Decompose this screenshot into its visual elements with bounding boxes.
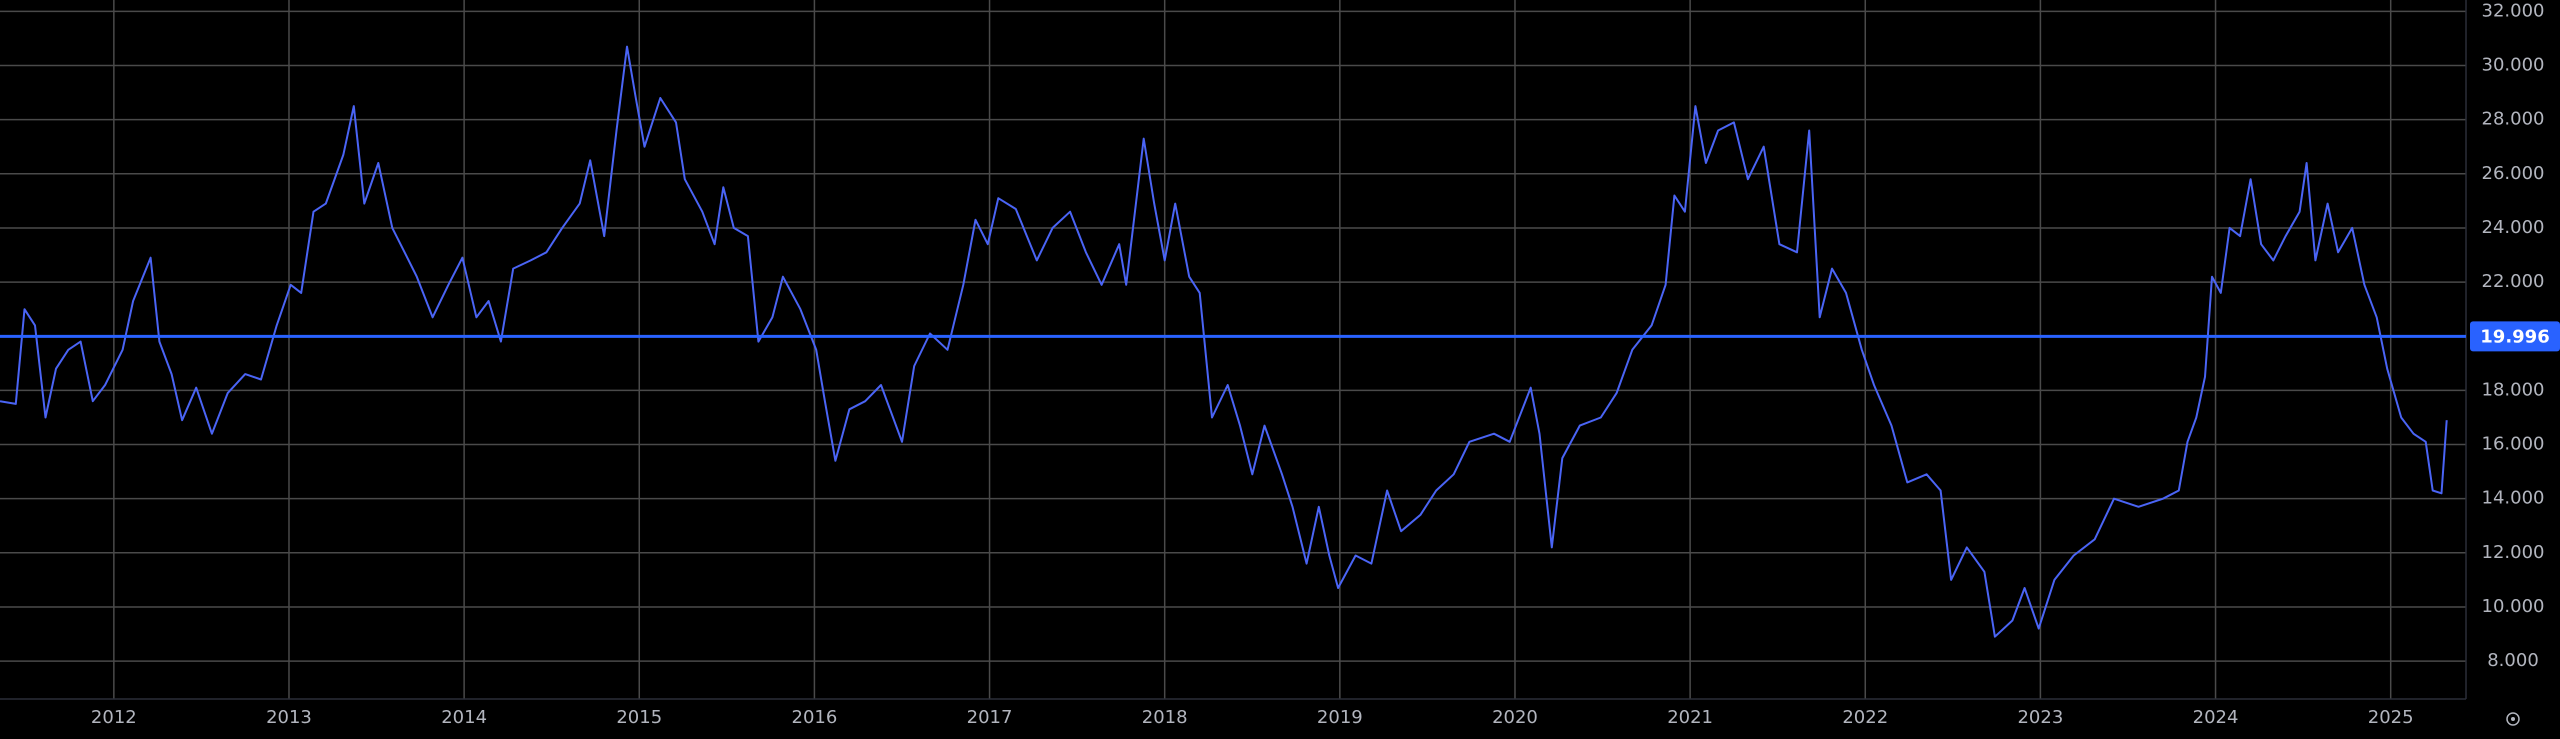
y-tick-label: 32.000: [2482, 0, 2545, 21]
y-tick-label: 8.000: [2487, 650, 2539, 671]
price-line-series: [0, 45, 2448, 638]
y-tick-label: 16.000: [2482, 434, 2545, 455]
x-tick-label: 2024: [2193, 707, 2239, 728]
x-tick-label: 2023: [2017, 707, 2063, 728]
grid: [0, 0, 2466, 699]
x-tick-label: 2021: [1667, 707, 1713, 728]
y-tick-label: 24.000: [2482, 217, 2545, 238]
y-tick-label: 26.000: [2482, 163, 2545, 184]
x-tick-label: 2018: [1142, 707, 1188, 728]
x-tick-label: 2015: [616, 707, 662, 728]
y-tick-label: 22.000: [2482, 271, 2545, 292]
y-tick-label: 28.000: [2482, 109, 2545, 130]
x-tick-label: 2014: [441, 707, 487, 728]
x-tick-label: 2012: [91, 707, 137, 728]
x-tick-label: 2013: [266, 707, 312, 728]
price-label-box: [2470, 321, 2560, 352]
x-tick-label: 2017: [967, 707, 1013, 728]
icon-ring: [2506, 712, 2520, 726]
x-tick-label: 2019: [1317, 707, 1363, 728]
y-tick-label: 14.000: [2482, 488, 2545, 509]
x-tick-label: 2025: [2368, 707, 2414, 728]
y-tick-label: 30.000: [2482, 55, 2545, 76]
x-tick-label: 2020: [1492, 707, 1538, 728]
icon-dot: [2511, 717, 2515, 721]
price-label: 19.996: [2480, 326, 2549, 347]
x-tick-label: 2022: [1842, 707, 1888, 728]
settings-icon[interactable]: [2506, 712, 2520, 726]
y-tick-label: 10.000: [2482, 596, 2545, 617]
y-tick-label: 12.000: [2482, 542, 2545, 563]
y-tick-label: 18.000: [2482, 379, 2545, 400]
x-tick-label: 2016: [792, 707, 838, 728]
